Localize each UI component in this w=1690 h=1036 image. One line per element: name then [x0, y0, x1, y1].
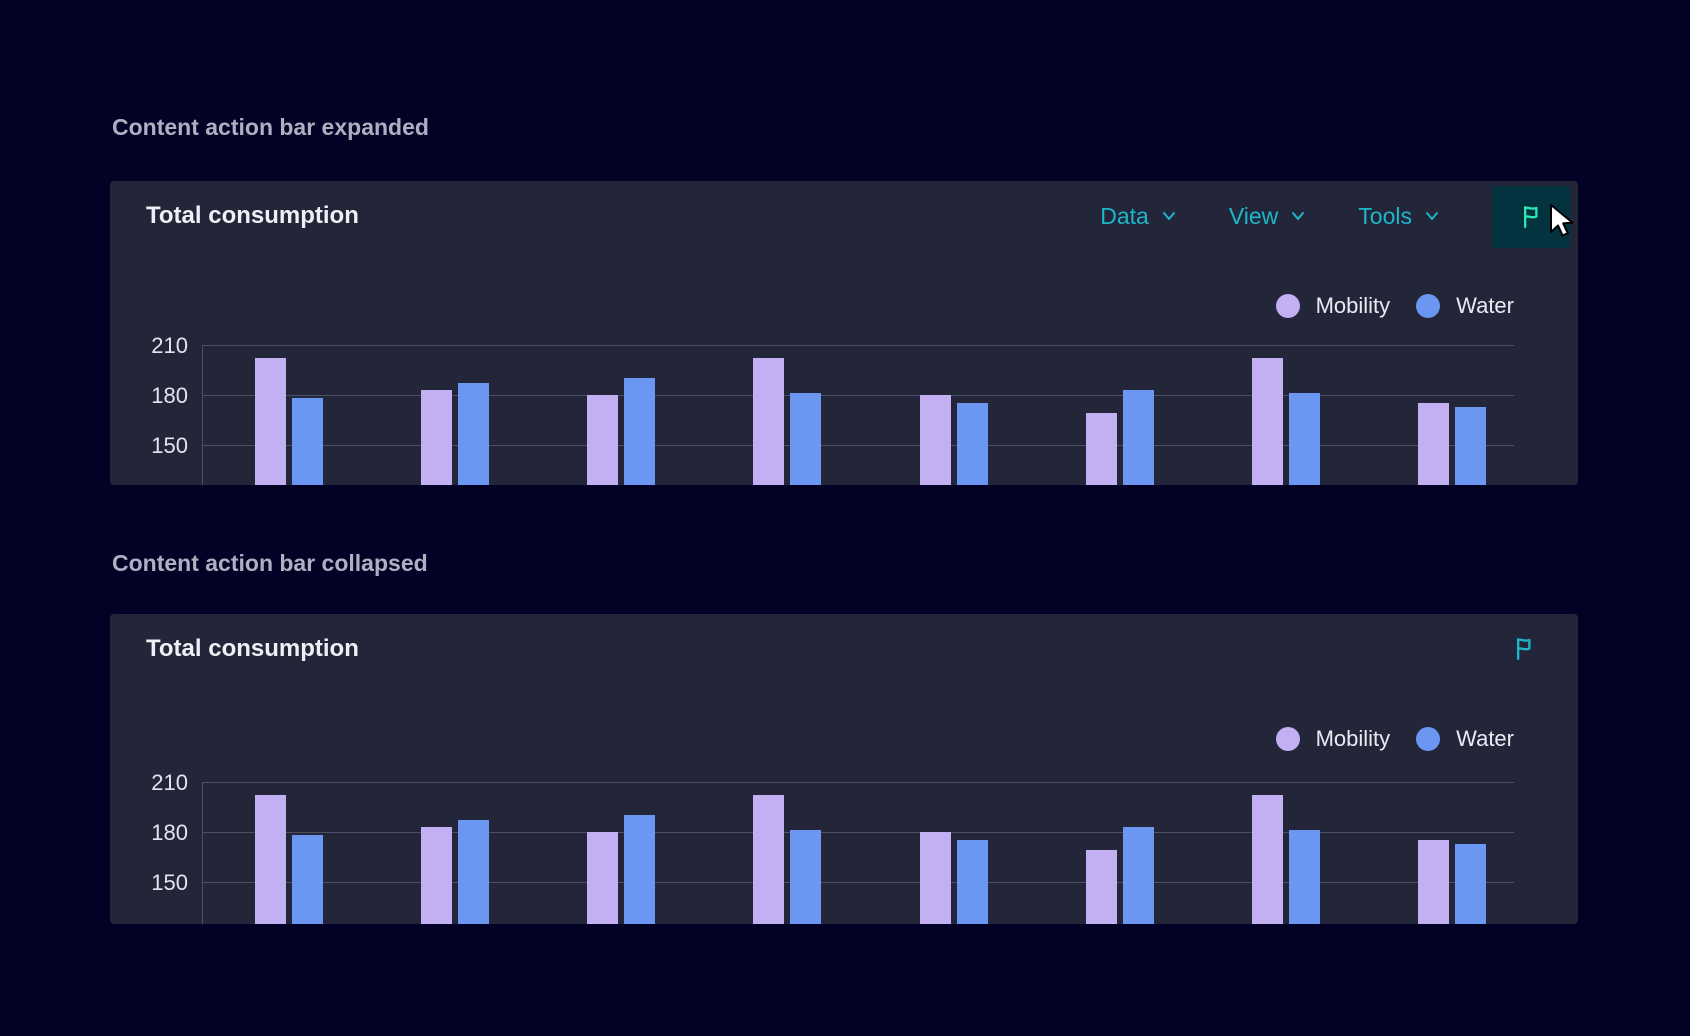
bar-mobility	[255, 795, 286, 924]
section-heading-expanded: Content action bar expanded	[112, 114, 429, 140]
bar-mobility	[421, 390, 453, 485]
bar-chart: 210180150120	[151, 771, 1514, 924]
bar-mobility	[421, 827, 453, 924]
data-menu-label: Data	[1100, 202, 1149, 229]
bar-water	[956, 403, 988, 485]
mobility-legend-label: Mobility	[1315, 726, 1391, 751]
gridline	[202, 782, 1514, 783]
bar-water	[1454, 406, 1486, 485]
legend-item-water: Water	[1416, 293, 1514, 319]
bar-water	[458, 383, 490, 485]
view-menu-button[interactable]: View	[1229, 203, 1306, 230]
bar-mobility	[753, 795, 785, 924]
mobility-legend-dot-icon	[1275, 727, 1300, 751]
bar-mobility	[1417, 403, 1449, 485]
y-axis-line	[202, 782, 203, 924]
y-tick-label: 120	[128, 921, 188, 925]
bar-water	[292, 398, 323, 485]
bar-mobility	[1251, 795, 1283, 924]
bar-mobility	[1085, 413, 1117, 485]
legend-item-mobility: Mobility	[1275, 726, 1391, 752]
y-axis-line	[202, 345, 203, 485]
bar-mobility	[1085, 850, 1117, 924]
y-tick-label: 150	[151, 433, 188, 458]
view-menu-label: View	[1228, 202, 1279, 229]
legend-item-water: Water	[1416, 726, 1514, 752]
flag-button[interactable]	[1492, 186, 1570, 248]
mobility-legend-dot-icon	[1275, 294, 1300, 318]
y-tick-label: 120	[128, 484, 188, 486]
bar-water	[458, 820, 490, 924]
tools-menu-button[interactable]: Tools	[1358, 203, 1440, 230]
water-legend-dot-icon	[1416, 727, 1441, 751]
bar-water	[1288, 393, 1320, 485]
content-card-collapsed: Total consumption Mobility Water 210 180 1…	[110, 614, 1578, 924]
y-tick-label: 180	[151, 383, 188, 408]
gridline	[202, 395, 1514, 396]
bar-mobility	[587, 832, 619, 924]
y-tick-label: 210	[151, 770, 188, 795]
bar-water	[790, 393, 822, 485]
y-tick-label: 150	[151, 870, 188, 895]
chevron-down-icon	[1426, 212, 1438, 220]
chart-legend: Mobility Water	[1275, 726, 1514, 752]
bar-water	[1454, 843, 1486, 924]
section-heading-collapsed: Content action bar collapsed	[112, 550, 428, 576]
bar-mobility	[1417, 840, 1449, 924]
flag-icon	[1517, 638, 1531, 661]
mobility-legend-label: Mobility	[1315, 293, 1391, 318]
chart-legend: Mobility Water	[1275, 293, 1514, 319]
gridline	[202, 882, 1514, 883]
bar-water	[1288, 830, 1320, 924]
gridline	[202, 445, 1514, 446]
flag-button[interactable]	[1504, 629, 1544, 669]
y-tick-label: 210	[151, 333, 188, 358]
bar-mobility	[1251, 358, 1283, 485]
water-legend-dot-icon	[1416, 294, 1441, 318]
bar-mobility	[587, 395, 619, 485]
bar-mobility	[919, 395, 951, 485]
water-legend-label: Water	[1456, 726, 1514, 751]
content-action-bar	[1504, 614, 1570, 684]
bar-water	[624, 815, 656, 924]
flag-icon	[1524, 206, 1538, 229]
bar-mobility	[919, 832, 951, 924]
bar-water	[292, 835, 323, 924]
content-card-expanded: Total consumption Data View Tools	[110, 181, 1578, 485]
bar-water	[956, 840, 988, 924]
water-legend-label: Water	[1456, 293, 1514, 318]
card-title: Total consumption	[146, 202, 359, 229]
bar-water	[624, 378, 656, 485]
content-action-bar: Data View Tools	[1100, 181, 1570, 251]
bar-mobility	[753, 358, 785, 485]
card-title: Total consumption	[146, 635, 359, 662]
tools-menu-label: Tools	[1358, 202, 1412, 229]
bar-water	[1122, 390, 1154, 485]
legend-item-mobility: Mobility	[1275, 293, 1391, 319]
gridline	[202, 832, 1514, 833]
chevron-down-icon	[1162, 212, 1175, 220]
y-tick-label: 180	[151, 820, 188, 845]
gridline	[202, 345, 1514, 346]
bar-water	[1122, 827, 1154, 924]
bar-mobility	[255, 358, 286, 485]
chevron-down-icon	[1292, 212, 1305, 220]
bar-chart: 210180150120	[151, 334, 1514, 485]
data-menu-button[interactable]: Data	[1100, 203, 1177, 230]
bar-water	[790, 830, 822, 924]
